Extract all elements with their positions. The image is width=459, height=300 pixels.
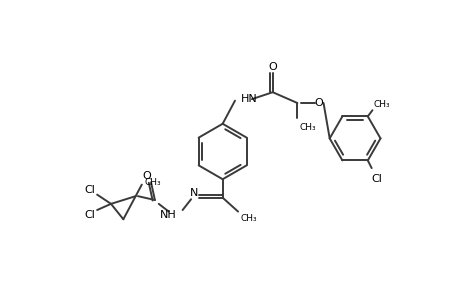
Text: NH: NH bbox=[159, 210, 176, 220]
Text: N: N bbox=[190, 188, 198, 198]
Text: O: O bbox=[314, 98, 323, 108]
Text: HN: HN bbox=[241, 94, 257, 104]
Text: CH₃: CH₃ bbox=[240, 214, 257, 223]
Text: CH₃: CH₃ bbox=[144, 178, 160, 187]
Text: CH₃: CH₃ bbox=[373, 100, 390, 109]
Text: O: O bbox=[142, 171, 151, 181]
Text: CH₃: CH₃ bbox=[299, 123, 316, 132]
Text: Cl: Cl bbox=[84, 210, 95, 220]
Text: Cl: Cl bbox=[84, 185, 95, 195]
Text: O: O bbox=[268, 62, 276, 72]
Text: Cl: Cl bbox=[370, 174, 381, 184]
